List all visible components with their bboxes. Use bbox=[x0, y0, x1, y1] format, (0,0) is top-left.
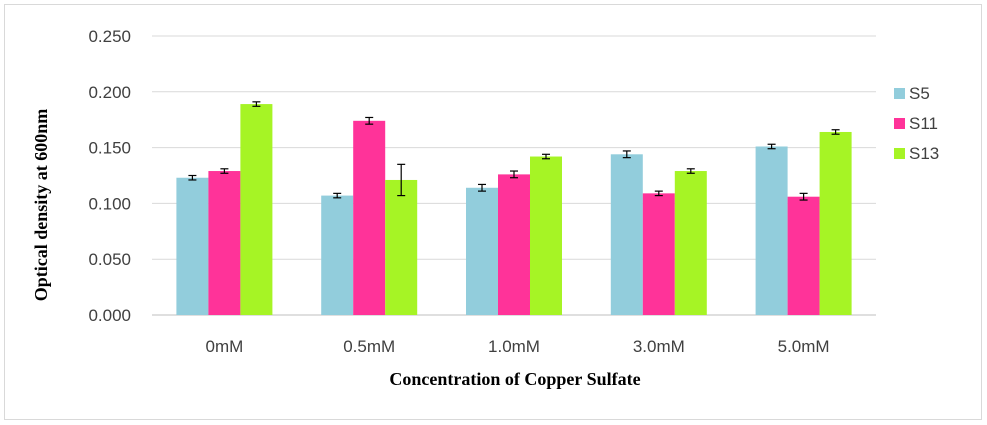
x-tick-labels: 0mM 0.5mM 1.0mM 3.0mM 5.0mM bbox=[206, 337, 830, 356]
legend-swatch-s5 bbox=[894, 88, 905, 99]
bar-s5 bbox=[610, 154, 643, 315]
bar-s11 bbox=[787, 196, 820, 315]
bar-s5 bbox=[176, 177, 209, 315]
legend: S5 S11 S13 bbox=[894, 84, 939, 163]
gridlines bbox=[152, 35, 876, 316]
legend-label-s5: S5 bbox=[909, 84, 930, 103]
y-tick-label: 0.100 bbox=[88, 194, 131, 213]
bar-s13 bbox=[819, 131, 852, 315]
legend-label-s11: S11 bbox=[909, 114, 938, 133]
x-tick-label: 0.5mM bbox=[343, 337, 395, 356]
x-tick-label: 0mM bbox=[206, 337, 244, 356]
bar-s13 bbox=[530, 156, 562, 315]
y-tick-label: 0.250 bbox=[88, 27, 131, 46]
bar-s11 bbox=[498, 174, 530, 315]
bar-s11 bbox=[642, 193, 675, 315]
y-axis-title: Optical density at 600nm bbox=[31, 109, 51, 302]
bar-s11 bbox=[208, 171, 241, 315]
legend-label-s13: S13 bbox=[909, 144, 939, 163]
y-tick-labels: 0.000 0.050 0.100 0.150 0.200 0.250 bbox=[88, 27, 131, 325]
y-tick-label: 0.150 bbox=[88, 139, 131, 158]
bar-s13 bbox=[240, 104, 273, 316]
y-tick-label: 0.000 bbox=[88, 306, 131, 325]
x-tick-label: 1.0mM bbox=[488, 337, 540, 356]
legend-swatch-s13 bbox=[894, 148, 905, 159]
legend-swatch-s11 bbox=[894, 118, 905, 129]
bar-s5 bbox=[466, 187, 498, 315]
bar-s11 bbox=[353, 120, 386, 315]
y-tick-label: 0.050 bbox=[88, 250, 131, 269]
x-axis-title: Concentration of Copper Sulfate bbox=[389, 369, 640, 389]
error-bars bbox=[188, 101, 840, 201]
bar-s5 bbox=[755, 146, 788, 315]
bar-s13 bbox=[385, 179, 418, 315]
bars bbox=[176, 104, 852, 316]
x-tick-label: 5.0mM bbox=[778, 337, 830, 356]
bar-s5 bbox=[321, 195, 354, 315]
y-tick-label: 0.200 bbox=[88, 83, 131, 102]
bar-s13 bbox=[674, 171, 707, 315]
x-tick-label: 3.0mM bbox=[633, 337, 685, 356]
